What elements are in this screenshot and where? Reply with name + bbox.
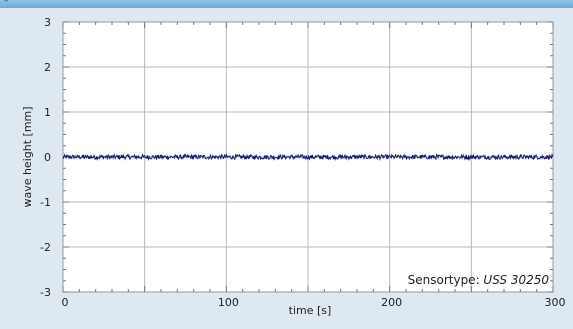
sensor-annotation: Sensortype: USS 30250: [408, 273, 550, 287]
y-tick-label: 2: [44, 61, 51, 74]
y-tick-label: 0: [44, 151, 51, 164]
x-tick-labels: 0 100 200 300: [62, 296, 566, 309]
y-tick-label: -1: [40, 196, 51, 209]
title-bar: –: [0, 0, 573, 8]
y-tick-label: 3: [44, 16, 51, 29]
sensor-annotation-value: USS 30250: [483, 273, 549, 287]
minimize-icon[interactable]: –: [4, 0, 9, 6]
x-tick-label: 200: [381, 296, 402, 309]
x-tick-label: 100: [218, 296, 239, 309]
y-axis-label: wave height [mm]: [21, 106, 34, 207]
x-axis-label: time [s]: [289, 304, 332, 317]
x-tick-label: 0: [62, 296, 69, 309]
y-tick-label: -2: [40, 241, 51, 254]
y-tick-labels: 3 2 1 0 -1 -2 -3: [40, 16, 51, 299]
series-line-wave-height: [62, 153, 554, 162]
x-tick-label: 300: [545, 296, 566, 309]
sensor-annotation-prefix: Sensortype:: [408, 273, 484, 287]
y-tick-label: -3: [40, 286, 51, 299]
y-tick-label: 1: [44, 106, 51, 119]
minor-ticks: [62, 21, 554, 293]
